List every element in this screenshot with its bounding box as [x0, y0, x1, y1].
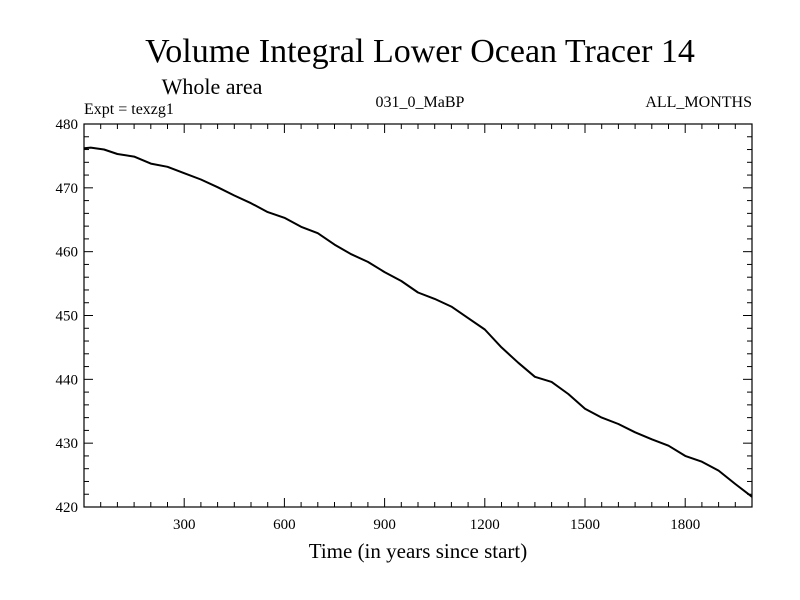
series-line: [83, 146, 753, 498]
plot-frame: [83, 123, 753, 508]
x-tick-label: 1200: [470, 517, 500, 533]
x-tick-label: 900: [373, 517, 396, 533]
y-tick-label: 450: [56, 309, 79, 325]
y-tick-label: 420: [56, 500, 79, 516]
y-tick-label: 440: [56, 372, 79, 388]
experiment-label: Expt = texzg1: [84, 101, 174, 118]
x-tick-label: 600: [273, 517, 296, 533]
x-tick-label: 300: [173, 517, 196, 533]
y-tick-label: 470: [56, 181, 79, 197]
x-tick-label: 1800: [670, 517, 700, 533]
plot-area: [83, 146, 753, 498]
x-axis-label: Time (in years since start): [309, 539, 528, 563]
y-tick-label: 480: [56, 117, 79, 133]
y-tick-label: 430: [56, 436, 79, 452]
chart-title: Volume Integral Lower Ocean Tracer 14: [145, 33, 695, 70]
run-label: 031_0_MaBP: [376, 94, 465, 111]
y-tick-label: 460: [56, 245, 79, 261]
y-axis: 420 430 440 450 460 470 480: [56, 117, 752, 516]
x-axis: 300 600 900 1200 1500 1800: [100, 124, 736, 533]
chart-subtitle: Whole area: [162, 74, 263, 99]
x-tick-label: 1500: [570, 517, 600, 533]
months-label: ALL_MONTHS: [645, 94, 752, 111]
